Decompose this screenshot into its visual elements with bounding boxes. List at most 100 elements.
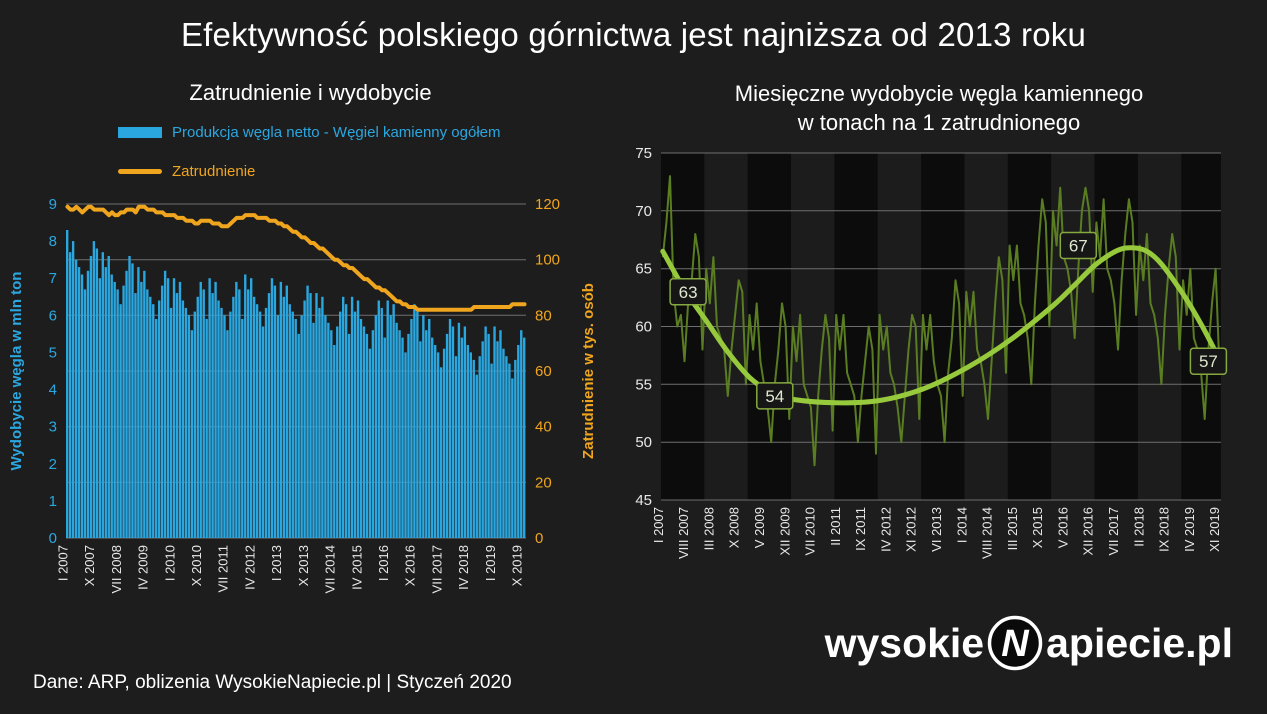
svg-text:XI 2012: XI 2012 <box>904 507 919 552</box>
svg-text:80: 80 <box>535 307 552 324</box>
svg-text:X 2013: X 2013 <box>296 545 311 586</box>
right-chart-title-line2: w tonach na 1 zatrudnionego <box>797 109 1081 135</box>
employment-legend-item: Zatrudnienie <box>118 163 615 180</box>
svg-text:VII 2011: VII 2011 <box>216 545 231 592</box>
employment-line <box>65 204 527 312</box>
svg-text:70: 70 <box>635 203 652 220</box>
svg-text:VII 2014: VII 2014 <box>323 545 338 593</box>
svg-text:VII 2008: VII 2008 <box>109 545 124 593</box>
svg-text:II 2018: II 2018 <box>1131 507 1146 547</box>
svg-text:IV 2018: IV 2018 <box>456 545 471 590</box>
svg-text:III 2015: III 2015 <box>1005 507 1020 550</box>
svg-text:4: 4 <box>49 382 57 399</box>
left-y-axis-title: Wydobycie węgla w mln ton <box>8 272 25 471</box>
svg-text:I 2010: I 2010 <box>162 545 177 581</box>
svg-text:VIII 2007: VIII 2007 <box>676 507 691 559</box>
employment-legend-label: Zatrudnienie <box>172 163 256 180</box>
right-y-axis-title: Zatrudnienie w tys. osób <box>580 283 597 459</box>
svg-text:VII 2017: VII 2017 <box>429 545 444 593</box>
annotations: 63 54 67 57 <box>669 231 1228 410</box>
svg-text:3: 3 <box>49 419 57 436</box>
production-swatch-icon <box>118 127 162 138</box>
svg-text:X 2016: X 2016 <box>403 545 418 586</box>
svg-text:IV 2009: IV 2009 <box>136 545 151 590</box>
page-title: Efektywność polskiego górnictwa jest naj… <box>180 16 1087 53</box>
svg-text:VII 2010: VII 2010 <box>803 507 818 555</box>
axis-ticks: 0 1 2 3 4 5 6 7 8 9 0 20 40 60 80 100 120 I 2007 X 2007 VII… <box>49 196 560 593</box>
logo-n-icon: N <box>986 614 1044 672</box>
svg-text:IV 2019: IV 2019 <box>1182 507 1197 552</box>
svg-text:50: 50 <box>635 434 652 451</box>
svg-text:I 2007: I 2007 <box>651 507 666 543</box>
svg-text:IV 2012: IV 2012 <box>878 507 893 552</box>
svg-text:I 2007: I 2007 <box>56 545 71 581</box>
svg-text:I 2016: I 2016 <box>376 545 391 581</box>
production-bars <box>66 230 526 538</box>
svg-text:55: 55 <box>635 376 652 393</box>
svg-text:X 2010: X 2010 <box>189 545 204 586</box>
left-chart-legend: Produkcja węgla netto - Węgiel kamienny … <box>118 124 615 180</box>
source-note: Dane: ARP, oblizenia WysokieNapiecie.pl … <box>33 672 512 693</box>
svg-text:XII 2009: XII 2009 <box>777 507 792 555</box>
employment-and-production-chart: 0 1 2 3 4 5 6 7 8 9 0 20 40 60 80 100 120 I 2007 X 2007 VII… <box>8 196 597 593</box>
svg-text:IX 2018: IX 2018 <box>1157 507 1172 552</box>
svg-text:XII 2016: XII 2016 <box>1081 507 1096 555</box>
employment-production-panel: Zatrudnienie i wydobycie Produkcja węgla… <box>0 74 615 614</box>
charts-row: Zatrudnienie i wydobycie Produkcja węgla… <box>0 74 1267 614</box>
svg-text:120: 120 <box>535 196 560 213</box>
left-chart-title: Zatrudnienie i wydobycie <box>189 80 432 105</box>
svg-text:N: N <box>1001 623 1030 665</box>
svg-text:X 2019: X 2019 <box>510 545 525 586</box>
svg-text:40: 40 <box>535 419 552 436</box>
production-legend-label: Produkcja węgla netto - Węgiel kamienny … <box>172 124 501 141</box>
monthly-productivity-line <box>661 175 1221 467</box>
svg-text:9: 9 <box>49 196 57 213</box>
svg-text:VIII 2014: VIII 2014 <box>980 507 995 559</box>
svg-text:75: 75 <box>635 145 652 162</box>
svg-text:I 2013: I 2013 <box>269 545 284 581</box>
svg-text:8: 8 <box>49 233 57 250</box>
svg-text:63: 63 <box>679 283 698 302</box>
svg-text:II 2011: II 2011 <box>828 507 843 546</box>
svg-text:III 2008: III 2008 <box>701 507 716 550</box>
svg-text:0: 0 <box>535 530 543 547</box>
right-chart-title-line1: Miesięczne wydobycie węgla kamiennego <box>734 81 1144 106</box>
logo-suffix: apiecie.pl <box>1046 619 1233 666</box>
productivity-panel: Miesięczne wydobycie węgla kamiennego w … <box>615 74 1263 614</box>
production-legend-item: Produkcja węgla netto - Węgiel kamienny … <box>118 124 615 141</box>
trend-line <box>660 245 1222 406</box>
gridlines: 45 50 55 60 65 70 75 I 2007 VIII 2007 III 2008 X 2… <box>635 145 1222 559</box>
svg-text:I 2019: I 2019 <box>483 545 498 581</box>
svg-text:IV 2012: IV 2012 <box>243 545 258 590</box>
svg-text:2: 2 <box>49 456 57 473</box>
svg-text:67: 67 <box>1069 237 1088 256</box>
svg-text:7: 7 <box>49 270 57 287</box>
svg-text:60: 60 <box>535 363 552 380</box>
svg-text:0: 0 <box>49 530 57 547</box>
svg-text:20: 20 <box>535 474 552 491</box>
svg-text:65: 65 <box>635 261 652 278</box>
svg-text:X 2007: X 2007 <box>82 545 97 586</box>
svg-text:100: 100 <box>535 252 560 269</box>
svg-text:57: 57 <box>1199 352 1218 371</box>
svg-text:5: 5 <box>49 344 57 361</box>
svg-text:6: 6 <box>49 307 57 324</box>
svg-text:X 2008: X 2008 <box>727 507 742 548</box>
productivity-chart: 45 50 55 60 65 70 75 I 2007 VIII 2007 III 2008 X 2… <box>635 145 1228 559</box>
employment-swatch-icon <box>118 169 162 174</box>
svg-text:IV 2015: IV 2015 <box>349 545 364 590</box>
svg-text:I 2014: I 2014 <box>954 507 969 543</box>
logo-prefix: wysokie <box>824 619 985 666</box>
svg-text:V 2016: V 2016 <box>1056 507 1071 548</box>
svg-text:VII 2017: VII 2017 <box>1106 507 1121 555</box>
logo: wysokie N apiecie.pl <box>825 614 1233 672</box>
svg-text:XI 2019: XI 2019 <box>1207 507 1222 552</box>
svg-text:X 2015: X 2015 <box>1030 507 1045 548</box>
right-chart-title: Miesięczne wydobycie węgla kamiennego w … <box>615 80 1263 137</box>
svg-text:IX 2011: IX 2011 <box>853 507 868 551</box>
svg-text:45: 45 <box>635 492 652 509</box>
svg-text:V 2009: V 2009 <box>752 507 767 548</box>
svg-text:60: 60 <box>635 319 652 336</box>
svg-text:1: 1 <box>49 493 57 510</box>
